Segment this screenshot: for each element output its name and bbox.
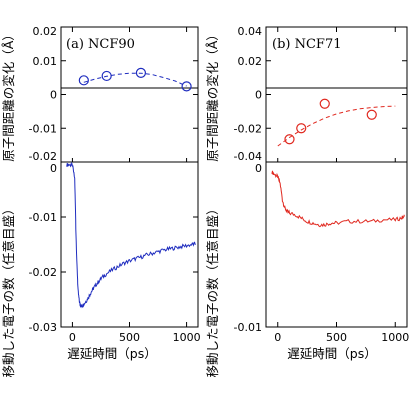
- data-point: [101, 70, 112, 82]
- panel-a-top-y-axis-title: 原子間距離の変化（Å）: [1, 28, 16, 162]
- panel-b-bottom-ytick-label: 0: [255, 162, 262, 175]
- panel-b-fit-curve: [277, 105, 396, 147]
- panel-a-bottom-ytick-label: 0: [50, 162, 57, 175]
- panel-a-top-ytick-label: -0.02: [29, 150, 57, 163]
- panel-b-bottom-ytick-marks: [266, 161, 407, 328]
- panel-a-xtick-label: 500: [119, 331, 140, 344]
- panel-a-xtick-marks: [71, 27, 188, 327]
- panel-b-electron-trace: [271, 170, 406, 228]
- panel-b-xtick-marks: [277, 27, 396, 327]
- panel-b-frame: [265, 26, 408, 328]
- panel-b-top-ytick-label: -0.02: [234, 122, 262, 135]
- panel-a-top-ytick-label: -0.01: [29, 122, 57, 135]
- panel-a-bottom-ytick-label: -0.02: [29, 266, 57, 279]
- panel-a-top-ytick-label: 0.02: [33, 25, 58, 38]
- panel-a-xtick-label: 0: [69, 331, 76, 344]
- panel-a-ncf90: (a) NCF90 0.02 0.01 0 -0.01 -0.02 0 -0.0…: [1, 25, 201, 378]
- panel-b-top-ytick-label: 0.02: [238, 55, 263, 68]
- panel-b-data-points: [284, 98, 377, 145]
- data-point: [366, 109, 377, 120]
- panel-b-bottom-y-axis-title: 移動した電子の数（任意目盛）: [205, 202, 220, 377]
- panel-a-fit-curve: [83, 72, 187, 87]
- data-point: [319, 98, 330, 109]
- panel-a-x-axis-title: 遅延時間（ps）: [67, 346, 156, 361]
- panel-b-top-ytick-label: 0: [255, 89, 262, 102]
- data-point: [296, 123, 307, 134]
- panel-b-ncf71: (b) NCF71 0.04 0.02 0 -0.02 -0.04 0 -0.0…: [205, 25, 409, 378]
- panel-a-bottom-ytick-label: -0.03: [29, 321, 57, 334]
- panel-b-x-axis-title: 遅延時間（ps）: [287, 346, 376, 361]
- data-point: [284, 134, 295, 145]
- panel-b-xtick-label: 0: [274, 331, 281, 344]
- data-point: [181, 81, 192, 92]
- panel-a-bottom-ytick-marks: [61, 161, 198, 328]
- data-point: [78, 75, 89, 86]
- panel-a-electron-trace: [66, 161, 196, 309]
- panel-a-top-ytick-label: 0.01: [33, 55, 58, 68]
- panel-a-bottom-y-axis-title: 移動した電子の数（任意目盛）: [1, 202, 16, 377]
- panel-a-label: (a) NCF90: [66, 37, 135, 52]
- panel-b-top-y-axis-title: 原子間距離の変化（Å）: [205, 28, 220, 162]
- panel-a-xtick-label: 1000: [173, 331, 201, 344]
- panel-a-frame: [60, 26, 199, 328]
- panel-a-data-points: [78, 67, 192, 92]
- panel-a-top-ytick-label: 0: [50, 89, 57, 102]
- panel-b-xtick-label: 500: [326, 331, 347, 344]
- panel-b-bottom-ytick-label: -0.01: [234, 321, 262, 334]
- data-point: [135, 67, 147, 79]
- panel-a-bottom-ytick-label: -0.01: [29, 211, 57, 224]
- panel-b-xtick-label: 1000: [381, 331, 409, 344]
- panel-b-top-ytick-label: 0.04: [238, 25, 263, 38]
- panel-b-label: (b) NCF71: [272, 37, 341, 52]
- panel-b-top-ytick-label: -0.04: [234, 150, 262, 163]
